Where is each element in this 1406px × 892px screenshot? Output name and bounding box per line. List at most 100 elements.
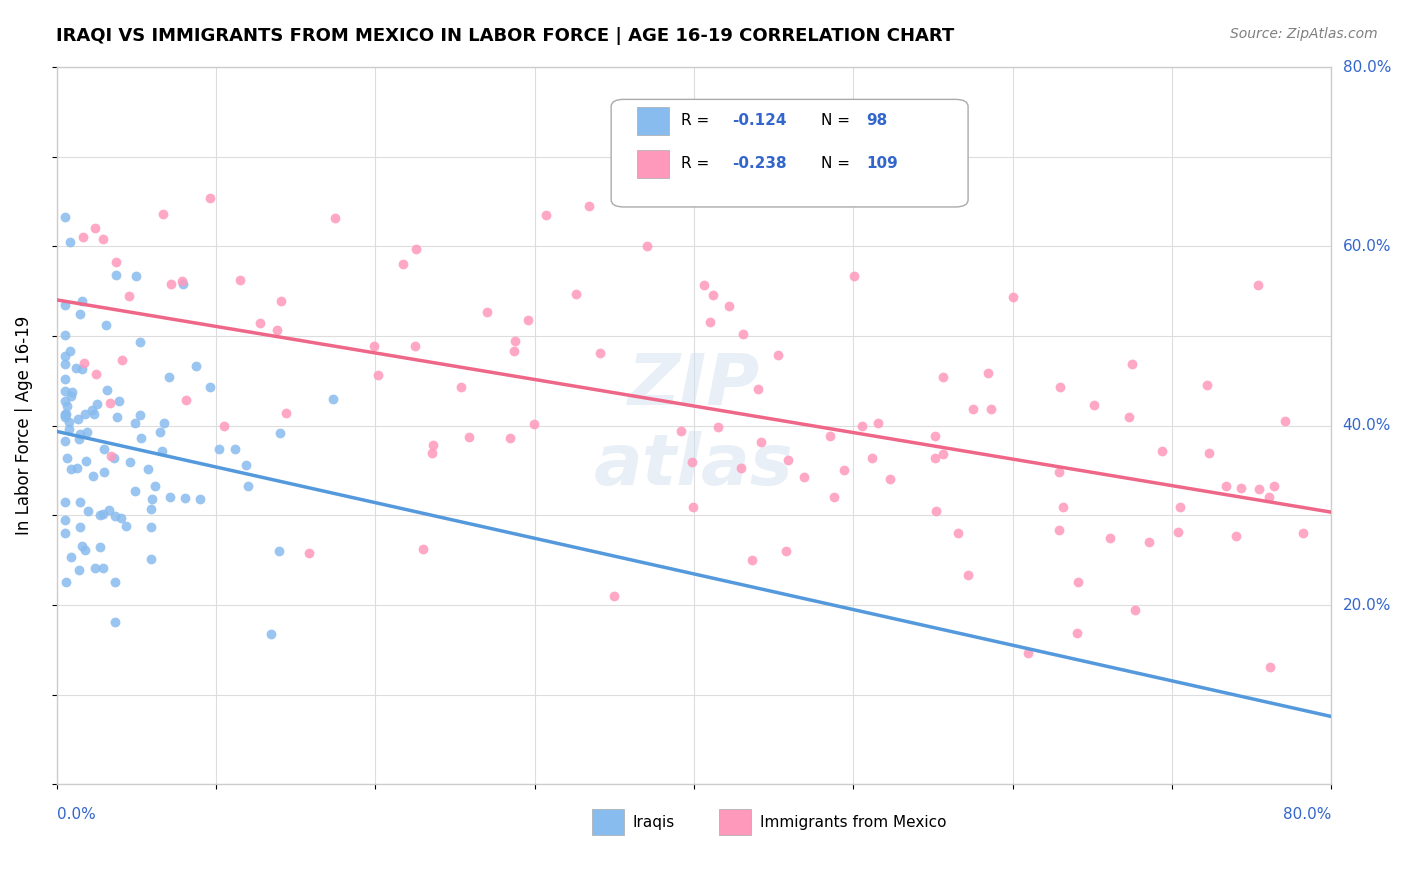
Text: ZIP
atlas: ZIP atlas [595, 351, 794, 500]
Point [86, 397, 108, 411]
Point [682, 500, 704, 514]
Point [1049, 379, 1071, 393]
Point [89, 540, 111, 554]
Point [59, 235, 82, 249]
Point [120, 455, 142, 469]
Point [499, 431, 522, 445]
Point [1121, 358, 1143, 372]
Point [110, 510, 132, 524]
Point [270, 294, 292, 309]
Text: 98: 98 [866, 113, 887, 128]
Text: 40.0%: 40.0% [1343, 418, 1391, 434]
Point [776, 452, 799, 467]
Y-axis label: In Labor Force | Age 16-19: In Labor Force | Age 16-19 [15, 316, 32, 535]
Point [1066, 625, 1088, 640]
Point [111, 352, 134, 367]
Point [1257, 490, 1279, 504]
Point [602, 589, 624, 603]
Point [91, 507, 114, 521]
Point [53, 298, 76, 312]
Bar [637, 106, 668, 136]
Point [115, 519, 138, 533]
Point [75, 454, 97, 468]
Point [775, 544, 797, 558]
Point [56, 450, 79, 465]
Point [298, 546, 321, 560]
Point [693, 278, 716, 293]
Point [93, 465, 115, 479]
Point [55, 408, 77, 422]
Point [931, 447, 953, 461]
Point [153, 416, 176, 430]
Point [58, 416, 80, 430]
Point [405, 242, 427, 256]
Text: 0.0%: 0.0% [56, 807, 96, 822]
Point [1170, 500, 1192, 514]
Point [103, 450, 125, 465]
Point [212, 418, 235, 433]
Point [932, 369, 955, 384]
Point [98, 396, 121, 410]
Point [1247, 483, 1270, 497]
Point [136, 462, 159, 476]
Point [53, 357, 76, 371]
Point [53, 408, 76, 422]
Point [1274, 414, 1296, 428]
Text: IRAQI VS IMMIGRANTS FROM MEXICO IN LABOR FORCE | AGE 16-19 CORRELATION CHART: IRAQI VS IMMIGRANTS FROM MEXICO IN LABOR… [56, 27, 955, 45]
Point [89, 508, 111, 522]
Point [198, 191, 221, 205]
Text: 80.0%: 80.0% [1343, 60, 1391, 75]
FancyBboxPatch shape [612, 99, 969, 207]
Point [1247, 277, 1270, 292]
Point [1198, 446, 1220, 460]
Point [266, 323, 288, 337]
Point [589, 346, 612, 360]
Point [422, 438, 444, 452]
Point [91, 232, 114, 246]
Point [73, 407, 96, 421]
Point [636, 239, 658, 253]
Point [866, 417, 889, 431]
Point [188, 491, 211, 506]
Point [129, 335, 152, 350]
Text: -0.124: -0.124 [733, 113, 787, 128]
Point [72, 230, 94, 244]
Point [108, 394, 131, 409]
Point [832, 463, 855, 477]
Point [879, 472, 901, 486]
Point [1052, 500, 1074, 514]
Point [1152, 443, 1174, 458]
Point [73, 543, 96, 558]
Point [56, 399, 79, 413]
Point [702, 288, 724, 302]
Point [420, 446, 443, 460]
Point [450, 380, 472, 394]
Point [523, 417, 546, 432]
Point [249, 317, 271, 331]
Point [53, 525, 76, 540]
Point [1225, 529, 1247, 543]
Point [818, 428, 841, 442]
Point [412, 542, 434, 557]
Point [70, 362, 93, 376]
Point [1215, 479, 1237, 493]
Point [59, 462, 82, 476]
Point [53, 409, 76, 424]
Point [118, 289, 141, 303]
Point [235, 458, 257, 473]
Point [93, 442, 115, 456]
Point [1099, 531, 1122, 545]
Point [860, 450, 883, 465]
Point [70, 293, 93, 308]
Point [669, 424, 692, 438]
Point [104, 615, 127, 629]
Point [139, 551, 162, 566]
Point [128, 409, 150, 423]
Point [69, 307, 91, 321]
Point [208, 442, 231, 457]
Point [129, 431, 152, 445]
Point [84, 367, 107, 381]
Point [93, 561, 115, 575]
Point [948, 525, 970, 540]
Point [66, 411, 89, 425]
